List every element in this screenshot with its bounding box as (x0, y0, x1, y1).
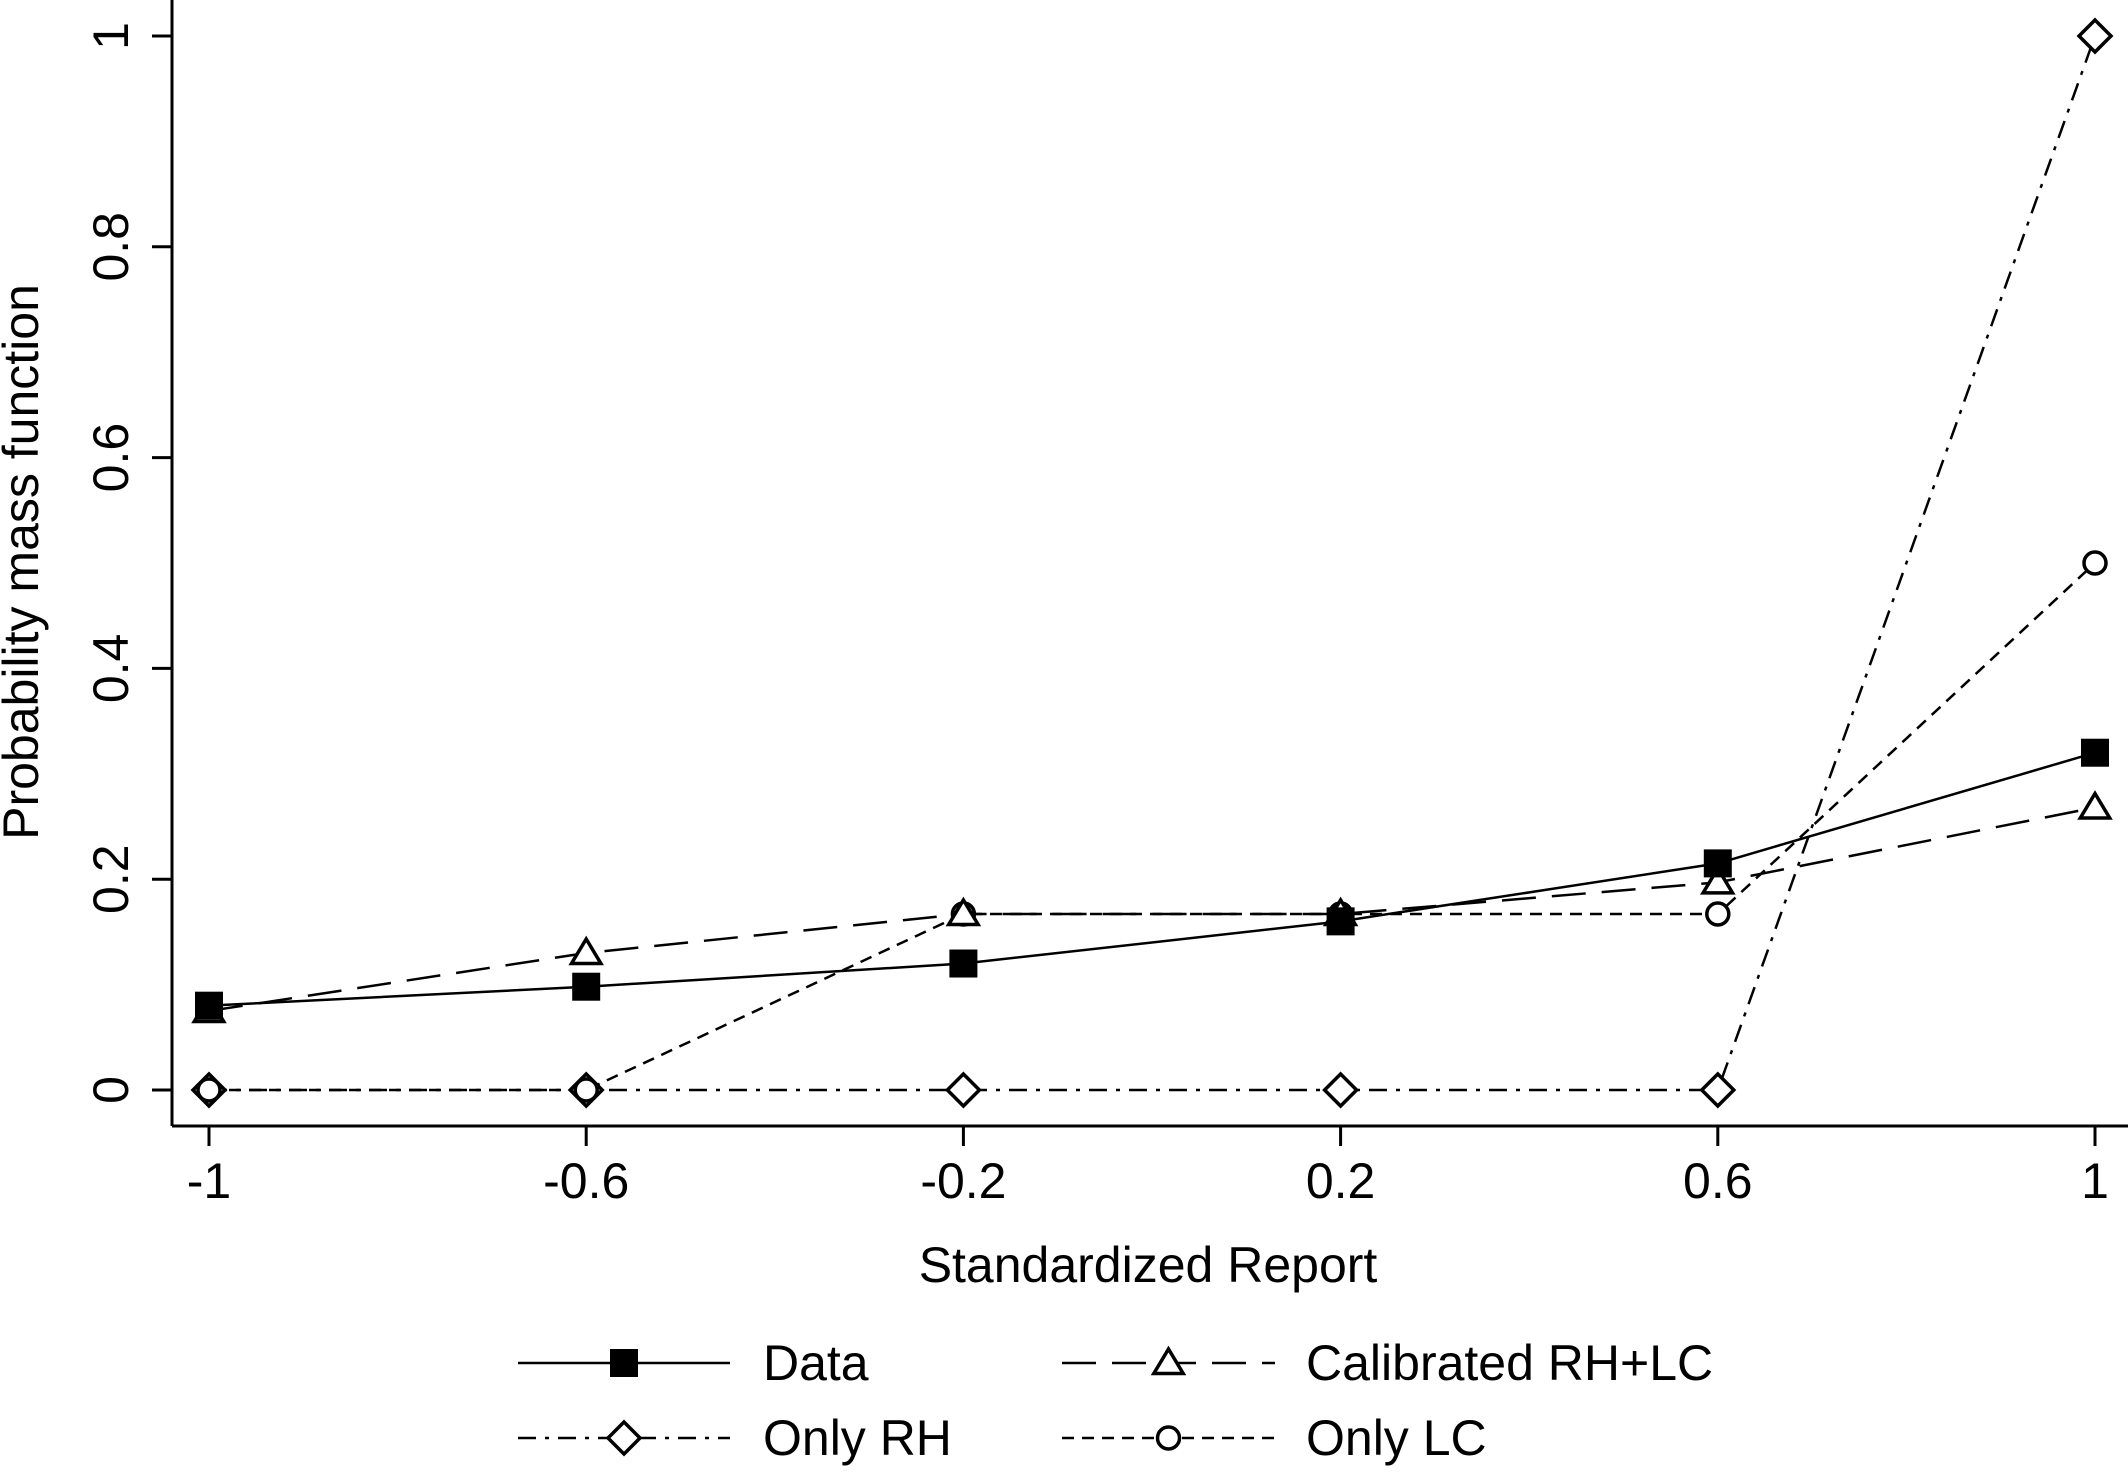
legend: Data Calibrated RH+LC Only RH Only LC (518, 1335, 1713, 1466)
point-only-rh (2076, 17, 2114, 55)
y-tick-label: 0.4 (83, 634, 139, 704)
y-tick-label: 0 (83, 1076, 139, 1104)
x-tick-label: -0.6 (543, 1153, 629, 1209)
point-data (2081, 738, 2109, 767)
legend-marker-only-lc (1155, 1425, 1182, 1451)
series-line-calibrated-rh-lc (208, 806, 2096, 1013)
series-line-only-lc (209, 562, 2096, 1092)
point-only-rh (1699, 1071, 1737, 1109)
legend-item-only-lc: Only LC (1062, 1410, 1487, 1466)
point-only-lc (1705, 901, 1731, 927)
series-line-only-rh (209, 35, 2097, 1092)
legend-label-data: Data (763, 1335, 869, 1391)
x-axis-title: Standardized Report (919, 1237, 1378, 1293)
x-tick-label: -1 (187, 1153, 231, 1209)
y-tick-label: 0.6 (83, 423, 139, 493)
legend-item-data: Data (518, 1335, 869, 1391)
x-tick-label: 0.6 (1683, 1153, 1753, 1209)
legend-item-only-rh: Only RH (518, 1410, 952, 1466)
legend-marker-calibrated-rh-lc (1150, 1345, 1187, 1376)
point-only-rh (944, 1071, 982, 1109)
y-tick-label: 1 (83, 22, 139, 50)
legend-item-calibrated-rh-lc: Calibrated RH+LC (1062, 1335, 1713, 1391)
x-tick-label: -0.2 (920, 1153, 1006, 1209)
point-only-lc (573, 1077, 599, 1103)
y-tick-label: 0.8 (83, 212, 139, 282)
point-data (949, 949, 978, 978)
y-axis-title: Probability mass function (0, 284, 49, 840)
point-data (1703, 849, 1732, 878)
series-line-data (208, 751, 2096, 1007)
axes: -1 -0.6 -0.2 0.2 0.6 1 0 0.2 0.4 0.6 0.8 1 (83, 0, 2128, 1209)
point-data (1326, 907, 1355, 936)
point-calibrated-rh-lc (1700, 864, 1736, 895)
x-tick-label: 1 (2081, 1153, 2109, 1209)
y-tick-label: 0.2 (83, 844, 139, 914)
legend-label-only-lc: Only LC (1306, 1410, 1487, 1466)
point-calibrated-rh-lc (945, 896, 982, 927)
x-tick-label: 0.2 (1306, 1153, 1376, 1209)
point-only-rh (1322, 1071, 1360, 1109)
point-only-lc (196, 1077, 222, 1103)
legend-marker-only-rh (605, 1419, 643, 1457)
legend-label-only-rh: Only RH (763, 1410, 952, 1466)
point-data (195, 991, 223, 1020)
point-only-lc (2082, 550, 2108, 576)
point-calibrated-rh-lc (568, 935, 604, 966)
point-calibrated-rh-lc (2077, 790, 2113, 820)
legend-label-calibrated-rh-lc: Calibrated RH+LC (1306, 1335, 1713, 1391)
series-layer (190, 17, 2114, 1109)
legend-marker-data (610, 1349, 638, 1377)
point-data (572, 972, 601, 1001)
